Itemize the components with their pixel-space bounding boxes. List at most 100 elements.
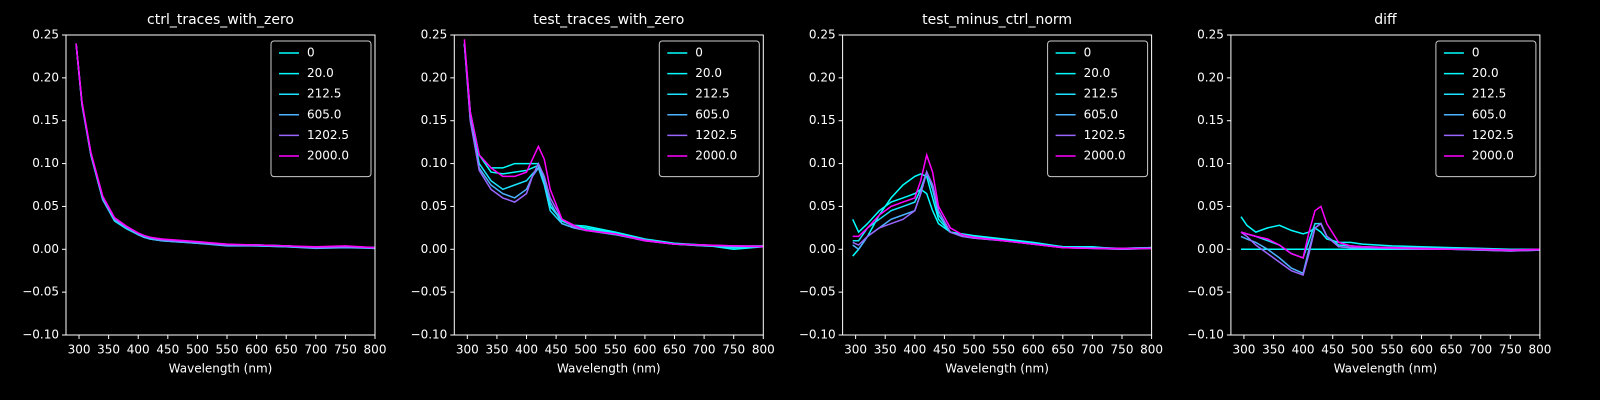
axes-frame bbox=[65, 34, 376, 336]
plot-area bbox=[852, 152, 1152, 257]
legend-label: 212.5 bbox=[307, 87, 341, 101]
x-tick-label: 650 bbox=[1051, 343, 1074, 357]
legend-label: 212.5 bbox=[695, 87, 729, 101]
trace bbox=[1240, 216, 1540, 251]
y-tick-label: −0.05 bbox=[1187, 285, 1224, 299]
legend-label: 2000.0 bbox=[1472, 149, 1514, 163]
y-tick-label: 0.25 bbox=[421, 28, 448, 42]
plot-area bbox=[1240, 205, 1540, 276]
subplot-title: ctrl_traces_with_zero bbox=[147, 12, 294, 28]
y-tick-label: −0.10 bbox=[799, 328, 836, 342]
y-tick-label: 0.20 bbox=[809, 70, 836, 84]
subplot: ctrl_traces_with_zero Wavelength (nm) −0.1… bbox=[22, 12, 386, 376]
x-tick-label: 700 bbox=[1081, 343, 1104, 357]
y-tick-label: 0.25 bbox=[809, 28, 836, 42]
legend-label: 1202.5 bbox=[1472, 128, 1514, 142]
trace bbox=[75, 43, 375, 250]
legend-label: 2000.0 bbox=[1084, 149, 1126, 163]
legend-label: 20.0 bbox=[695, 66, 722, 80]
trace bbox=[852, 169, 1152, 251]
x-tick-label: 400 bbox=[515, 343, 538, 357]
legend-label: 2000.0 bbox=[307, 149, 349, 163]
y-tick-label: 0.15 bbox=[1197, 113, 1224, 127]
trace bbox=[852, 169, 1152, 251]
x-tick-label: 400 bbox=[127, 343, 150, 357]
x-tick-label: 550 bbox=[992, 343, 1015, 357]
y-tick-label: −0.05 bbox=[799, 285, 836, 299]
legend-label: 1202.5 bbox=[307, 128, 349, 142]
x-tick-label: 550 bbox=[604, 343, 627, 357]
y-tick-label: 0.25 bbox=[32, 28, 59, 42]
plot-area bbox=[463, 39, 764, 251]
x-tick-label: 450 bbox=[545, 343, 568, 357]
x-tick-label: 300 bbox=[68, 343, 91, 357]
y-tick-label: 0.05 bbox=[1197, 199, 1224, 213]
y-tick-label: 0.20 bbox=[1197, 70, 1224, 84]
x-tick-label: 750 bbox=[1499, 343, 1522, 357]
x-tick-label: 500 bbox=[186, 343, 209, 357]
x-tick-label: 450 bbox=[156, 343, 179, 357]
x-tick-label: 550 bbox=[1380, 343, 1403, 357]
x-tick-label: 700 bbox=[1469, 343, 1492, 357]
legend-label: 605.0 bbox=[1084, 107, 1118, 121]
x-tick-label: 350 bbox=[874, 343, 897, 357]
legend-label: 20.0 bbox=[1472, 66, 1499, 80]
legend-label: 0 bbox=[695, 46, 703, 60]
x-tick-label: 550 bbox=[216, 343, 239, 357]
y-tick-label: 0.05 bbox=[32, 199, 59, 213]
x-tick-label: 300 bbox=[844, 343, 867, 357]
x-tick-label: 500 bbox=[963, 343, 986, 357]
y-tick-label: −0.10 bbox=[411, 328, 448, 342]
x-tick-label: 500 bbox=[1351, 343, 1374, 357]
legend-label: 0 bbox=[1084, 46, 1092, 60]
trace bbox=[852, 188, 1152, 250]
trace bbox=[463, 39, 764, 248]
subplot: test_traces_with_zero Wavelength (nm) −0.1… bbox=[411, 12, 775, 376]
x-tick-label: 350 bbox=[97, 343, 120, 357]
x-tick-label: 600 bbox=[1410, 343, 1433, 357]
y-tick-label: −0.05 bbox=[22, 285, 59, 299]
legend-label: 0 bbox=[1472, 46, 1480, 60]
x-tick-label: 600 bbox=[633, 343, 656, 357]
trace bbox=[852, 173, 1152, 257]
legend-label: 2000.0 bbox=[695, 149, 737, 163]
y-tick-label: 0.10 bbox=[809, 156, 836, 170]
x-tick-label: 650 bbox=[663, 343, 686, 357]
trace bbox=[852, 152, 1152, 250]
legend-label: 605.0 bbox=[695, 107, 729, 121]
x-tick-label: 500 bbox=[574, 343, 597, 357]
legend-label: 605.0 bbox=[1472, 107, 1506, 121]
axes-frame bbox=[453, 34, 764, 336]
subplot-title: test_minus_ctrl_norm bbox=[922, 12, 1072, 28]
x-axis-label: Wavelength (nm) bbox=[557, 362, 661, 376]
y-tick-label: 0.00 bbox=[1197, 242, 1224, 256]
x-tick-label: 300 bbox=[456, 343, 479, 357]
legend-label: 1202.5 bbox=[695, 128, 737, 142]
x-tick-label: 650 bbox=[1440, 343, 1463, 357]
x-tick-label: 750 bbox=[722, 343, 745, 357]
x-tick-label: 300 bbox=[1232, 343, 1255, 357]
y-tick-label: 0.15 bbox=[32, 113, 59, 127]
trace bbox=[852, 169, 1152, 250]
x-axis-label: Wavelength (nm) bbox=[1334, 362, 1438, 376]
x-tick-label: 800 bbox=[1528, 343, 1551, 357]
legend-label: 0 bbox=[307, 46, 315, 60]
y-tick-label: 0.10 bbox=[1197, 156, 1224, 170]
subplot-title: diff bbox=[1374, 12, 1397, 28]
x-axis-label: Wavelength (nm) bbox=[169, 362, 273, 376]
legend-box bbox=[1047, 40, 1149, 178]
legend-label: 605.0 bbox=[307, 107, 341, 121]
x-tick-label: 600 bbox=[1022, 343, 1045, 357]
y-tick-label: 0.10 bbox=[421, 156, 448, 170]
subplot-title: test_traces_with_zero bbox=[533, 12, 684, 28]
axes-frame bbox=[842, 34, 1153, 336]
x-tick-label: 450 bbox=[1321, 343, 1344, 357]
x-tick-label: 350 bbox=[485, 343, 508, 357]
legend-box bbox=[658, 40, 760, 178]
x-tick-label: 400 bbox=[1292, 343, 1315, 357]
legend-label: 212.5 bbox=[1472, 87, 1506, 101]
y-tick-label: 0.10 bbox=[32, 156, 59, 170]
y-tick-label: −0.10 bbox=[22, 328, 59, 342]
x-tick-label: 800 bbox=[752, 343, 775, 357]
x-tick-label: 350 bbox=[1262, 343, 1285, 357]
